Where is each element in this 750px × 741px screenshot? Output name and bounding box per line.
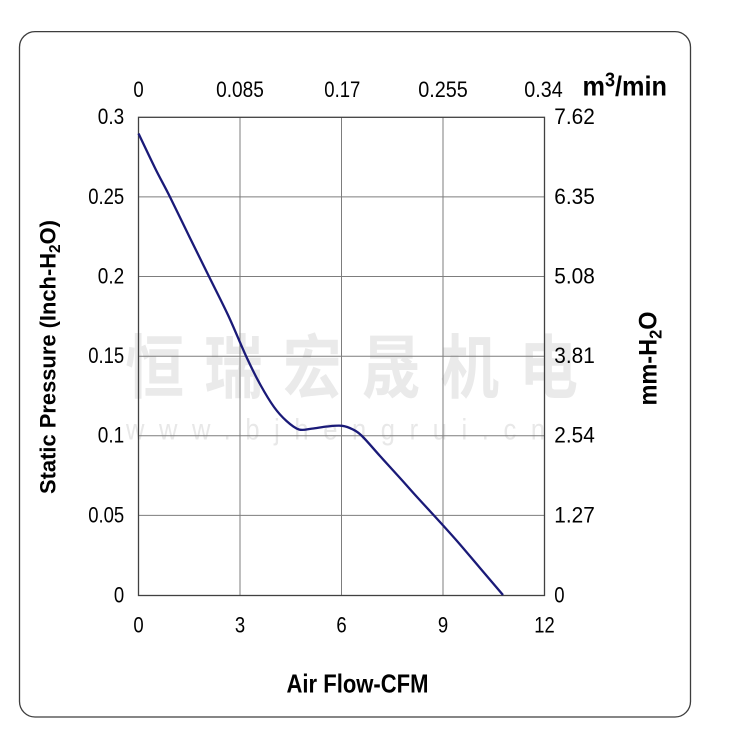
- svg-text:0: 0: [133, 77, 143, 102]
- svg-text:m3/min: m3/min: [583, 70, 668, 102]
- svg-text:5.08: 5.08: [554, 263, 595, 288]
- svg-text:0.3: 0.3: [98, 104, 124, 129]
- svg-text:3: 3: [235, 612, 245, 637]
- svg-text:0.255: 0.255: [418, 77, 468, 102]
- svg-text:Static Pressure (Inch-H2O): Static Pressure (Inch-H2O): [36, 220, 65, 494]
- svg-text:0: 0: [114, 582, 124, 607]
- svg-text:12: 12: [534, 612, 554, 637]
- svg-text:3.81: 3.81: [554, 343, 595, 368]
- svg-text:Air Flow-CFM: Air Flow-CFM: [287, 668, 429, 698]
- svg-text:0: 0: [554, 582, 564, 607]
- svg-text:0.05: 0.05: [88, 502, 124, 527]
- svg-text:6.35: 6.35: [554, 184, 595, 209]
- svg-text:9: 9: [438, 612, 448, 637]
- svg-text:0.17: 0.17: [324, 77, 360, 102]
- svg-text:1.27: 1.27: [554, 502, 595, 527]
- svg-text:2.54: 2.54: [554, 423, 595, 448]
- svg-text:0.085: 0.085: [216, 77, 264, 102]
- svg-text:0.34: 0.34: [524, 77, 562, 102]
- svg-text:0.25: 0.25: [88, 184, 124, 209]
- svg-text:7.62: 7.62: [554, 104, 595, 129]
- svg-text:0: 0: [133, 612, 143, 637]
- svg-text:0.15: 0.15: [88, 343, 124, 368]
- svg-text:6: 6: [336, 612, 346, 637]
- svg-text:www.bjhengrui.cn: www.bjhengrui.cn: [125, 413, 560, 446]
- svg-text:mm-H2O: mm-H2O: [634, 312, 665, 406]
- svg-text:0.2: 0.2: [98, 263, 124, 288]
- svg-text:0.1: 0.1: [98, 423, 124, 448]
